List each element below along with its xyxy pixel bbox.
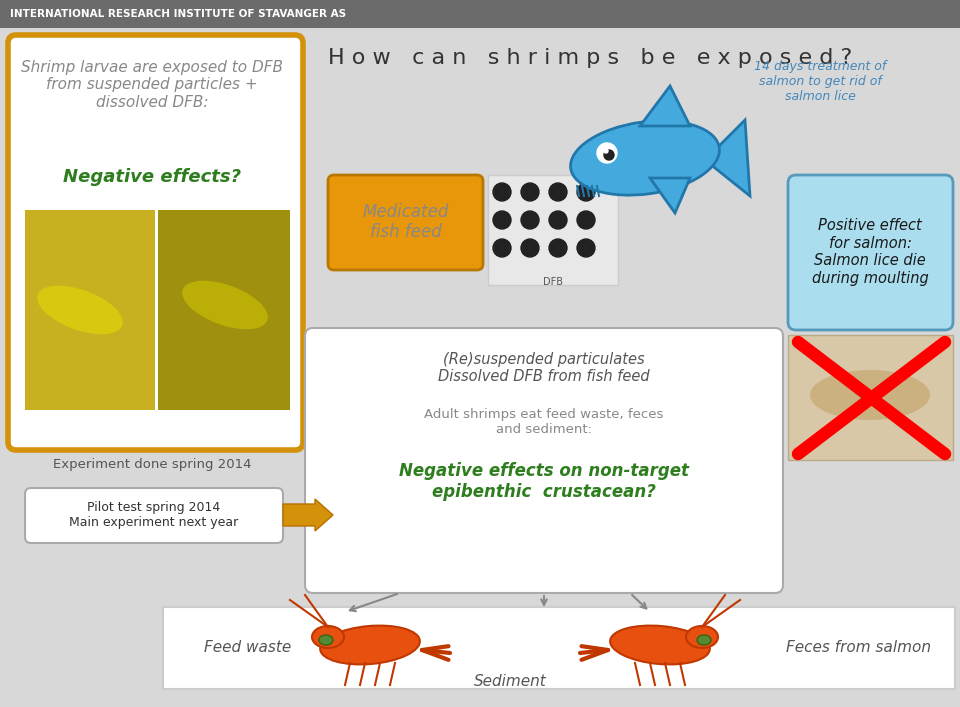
Text: INTERNATIONAL RESEARCH INSTITUTE OF STAVANGER AS: INTERNATIONAL RESEARCH INSTITUTE OF STAV… <box>10 9 347 19</box>
Circle shape <box>549 183 567 201</box>
Circle shape <box>493 183 511 201</box>
Text: Negative effects?: Negative effects? <box>63 168 241 186</box>
Circle shape <box>549 211 567 229</box>
Text: Feces from salmon: Feces from salmon <box>785 641 930 655</box>
Polygon shape <box>640 86 690 126</box>
Bar <box>788 335 953 460</box>
Ellipse shape <box>319 635 333 645</box>
Bar <box>488 175 618 285</box>
Ellipse shape <box>697 635 711 645</box>
Ellipse shape <box>570 121 719 195</box>
Circle shape <box>577 211 595 229</box>
Circle shape <box>549 239 567 257</box>
Ellipse shape <box>611 626 709 665</box>
Bar <box>163 607 955 689</box>
Ellipse shape <box>686 626 718 648</box>
Circle shape <box>493 211 511 229</box>
Text: Experiment done spring 2014: Experiment done spring 2014 <box>53 458 252 471</box>
Text: 14 days treatment of
salmon to get rid of
salmon lice: 14 days treatment of salmon to get rid o… <box>754 60 886 103</box>
Ellipse shape <box>321 626 420 665</box>
FancyArrow shape <box>283 499 333 531</box>
Text: Positive effect
for salmon:
Salmon lice die
during moulting: Positive effect for salmon: Salmon lice … <box>811 218 928 286</box>
Text: DFB: DFB <box>543 277 563 287</box>
Circle shape <box>577 239 595 257</box>
Ellipse shape <box>312 626 344 648</box>
Text: Adult shrimps eat feed waste, feces
and sediment:: Adult shrimps eat feed waste, feces and … <box>424 408 663 436</box>
Text: Shrimp larvae are exposed to DFB
from suspended particles +
dissolved DFB:: Shrimp larvae are exposed to DFB from su… <box>21 60 283 110</box>
Bar <box>25 210 155 410</box>
FancyBboxPatch shape <box>328 175 483 270</box>
FancyBboxPatch shape <box>305 328 783 593</box>
Ellipse shape <box>182 281 268 329</box>
Text: Feed waste: Feed waste <box>204 641 292 655</box>
Text: Pilot test spring 2014
Main experiment next year: Pilot test spring 2014 Main experiment n… <box>69 501 239 529</box>
Polygon shape <box>705 120 750 196</box>
Ellipse shape <box>37 286 123 334</box>
FancyBboxPatch shape <box>8 35 303 450</box>
Circle shape <box>577 183 595 201</box>
Text: (Re)suspended particulates
Dissolved DFB from fish feed: (Re)suspended particulates Dissolved DFB… <box>438 352 650 385</box>
Circle shape <box>493 239 511 257</box>
Polygon shape <box>650 178 690 213</box>
Text: Sediment: Sediment <box>473 674 546 689</box>
Circle shape <box>597 143 617 163</box>
Text: H o w   c a n   s h r i m p s   b e   e x p o s e d ?: H o w c a n s h r i m p s b e e x p o s … <box>328 48 852 68</box>
Circle shape <box>604 150 614 160</box>
Bar <box>158 210 290 410</box>
Bar <box>25 210 155 410</box>
Text: Medicated
fish feed: Medicated fish feed <box>363 203 449 241</box>
FancyBboxPatch shape <box>788 175 953 330</box>
FancyBboxPatch shape <box>25 488 283 543</box>
Ellipse shape <box>810 370 930 420</box>
Circle shape <box>604 149 608 153</box>
Bar <box>0 0 960 28</box>
Circle shape <box>521 183 539 201</box>
Text: Negative effects on non-target
epibenthic  crustacean?: Negative effects on non-target epibenthi… <box>399 462 689 501</box>
Circle shape <box>521 211 539 229</box>
Circle shape <box>521 239 539 257</box>
Bar <box>158 210 290 410</box>
